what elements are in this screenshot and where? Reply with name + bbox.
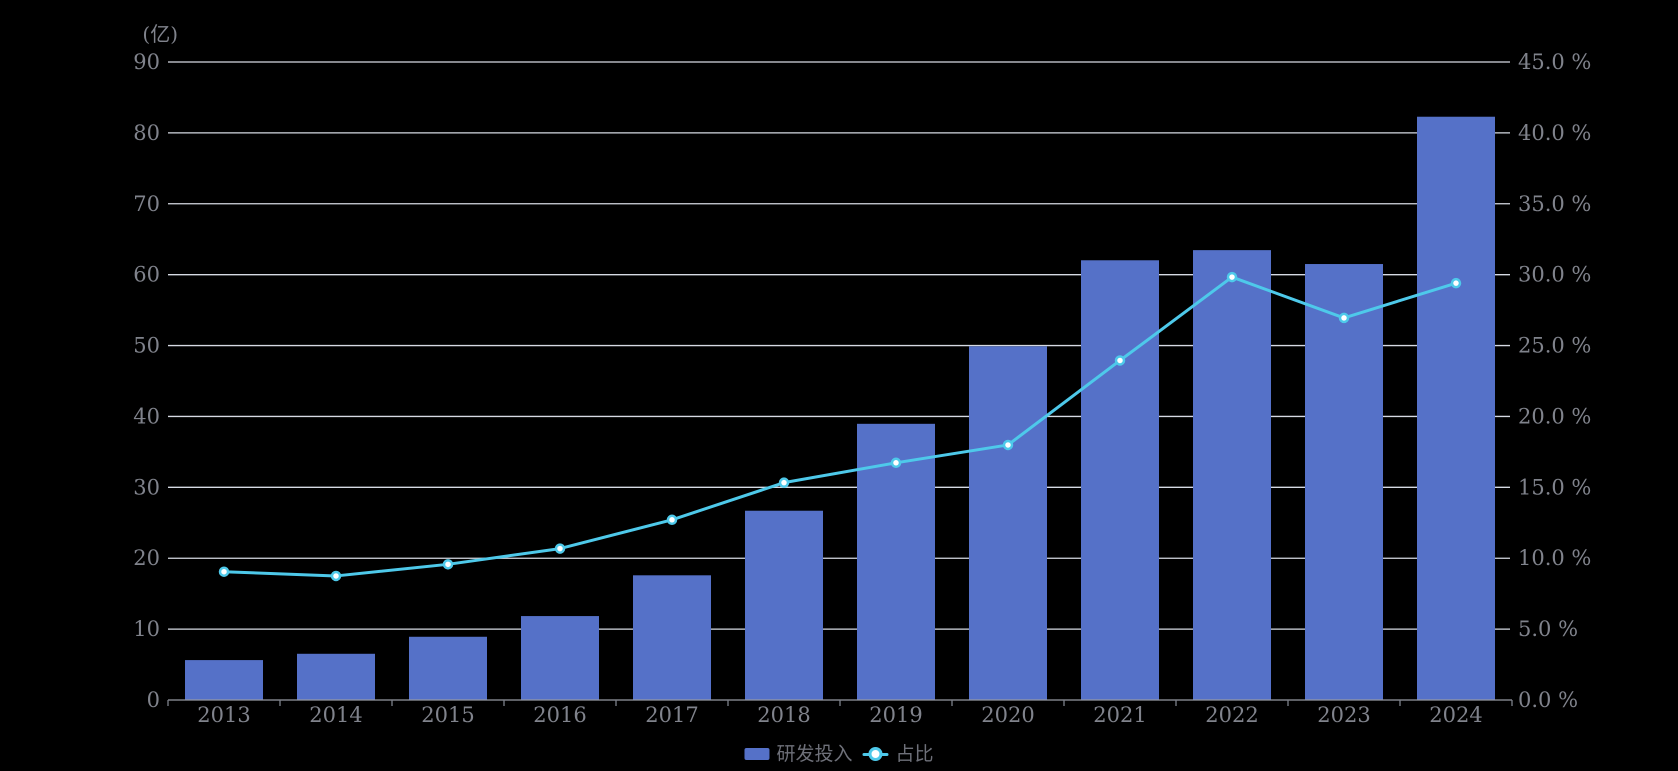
ratio-point-2024[interactable] xyxy=(1450,277,1462,289)
ratio-point-2018[interactable] xyxy=(778,477,790,488)
right-axis-label: 45.0 % xyxy=(1518,50,1591,74)
bar-2013[interactable] xyxy=(185,660,263,700)
legend-label-ratio: 占比 xyxy=(895,743,934,765)
right-axis-label: 20.0 % xyxy=(1518,404,1591,428)
bar-2016[interactable] xyxy=(521,616,599,700)
legend-label-rnd-investment: 研发投入 xyxy=(776,743,853,765)
x-axis-label-2016: 2016 xyxy=(533,703,586,727)
left-axis-label-10: 10 xyxy=(133,617,160,641)
bar-2014[interactable] xyxy=(297,653,375,700)
ratio-point-2021[interactable] xyxy=(1114,355,1126,366)
chart-legend: 研发投入 占比 xyxy=(744,743,934,765)
bar-series-swatch-icon xyxy=(744,748,770,760)
x-axis-label-2015: 2015 xyxy=(421,703,474,727)
ratio-point-2016[interactable] xyxy=(554,543,566,554)
bar-2019[interactable] xyxy=(857,423,935,700)
ratio-point-2023[interactable] xyxy=(1338,312,1350,324)
line-series-marker-icon xyxy=(862,747,889,761)
ratio-line xyxy=(222,275,1458,578)
left-axis-label-40: 40 xyxy=(133,404,160,428)
ratio-point-2015[interactable] xyxy=(442,559,454,570)
left-axis-name: (亿) xyxy=(142,22,178,46)
left-axis-label-30: 30 xyxy=(133,475,160,499)
ratio-point-2022[interactable] xyxy=(1226,271,1238,283)
x-axis-label-2021: 2021 xyxy=(1093,703,1146,727)
right-axis-label: 40.0 % xyxy=(1518,121,1591,145)
x-axis-label-2020: 2020 xyxy=(981,703,1034,727)
left-axis-label-20: 20 xyxy=(133,546,160,570)
ratio-point-2020[interactable] xyxy=(1002,439,1014,451)
right-axis-label: 10.0 % xyxy=(1518,546,1591,570)
bar-2022[interactable] xyxy=(1193,250,1271,701)
ratio-point-2019[interactable] xyxy=(890,457,902,469)
right-axis-label: 35.0 % xyxy=(1518,192,1591,216)
left-axis-label-60: 60 xyxy=(133,263,160,287)
bar-2021[interactable] xyxy=(1081,260,1159,700)
bar-2024[interactable] xyxy=(1417,116,1495,701)
bar-2017[interactable] xyxy=(633,575,711,700)
bar-2018[interactable] xyxy=(745,510,823,700)
ratio-point-2013[interactable] xyxy=(218,566,230,577)
x-axis-label-2019: 2019 xyxy=(869,703,922,727)
ratio-point-2017[interactable] xyxy=(666,514,678,526)
x-axis-label-2022: 2022 xyxy=(1205,703,1258,727)
bar-2015[interactable] xyxy=(409,636,487,700)
right-axis-label: 0.0 % xyxy=(1518,688,1578,712)
left-axis-label-0: 0 xyxy=(147,688,160,712)
bar-2020[interactable] xyxy=(969,346,1047,700)
left-axis-label-70: 70 xyxy=(133,192,160,216)
x-axis-label-2018: 2018 xyxy=(757,703,810,727)
x-axis-label-2014: 2014 xyxy=(309,703,362,727)
ratio-point-2014[interactable] xyxy=(330,570,342,582)
right-axis-label: 15.0 % xyxy=(1518,475,1591,499)
left-axis-label-90: 90 xyxy=(133,50,160,74)
x-axis-label-2013: 2013 xyxy=(197,703,250,727)
legend-item-ratio[interactable]: 占比 xyxy=(862,743,934,765)
right-axis-label: 5.0 % xyxy=(1518,617,1578,641)
x-axis-label-2024: 2024 xyxy=(1429,703,1482,727)
right-axis-label: 25.0 % xyxy=(1518,334,1591,358)
left-axis-label-50: 50 xyxy=(133,334,160,358)
legend-item-rnd-investment[interactable]: 研发投入 xyxy=(744,743,853,765)
x-axis-label-2023: 2023 xyxy=(1317,703,1370,727)
right-axis-label: 30.0 % xyxy=(1518,263,1591,287)
bar-2023[interactable] xyxy=(1305,264,1383,700)
x-axis-label-2017: 2017 xyxy=(645,703,698,727)
left-axis-label-80: 80 xyxy=(133,121,160,145)
